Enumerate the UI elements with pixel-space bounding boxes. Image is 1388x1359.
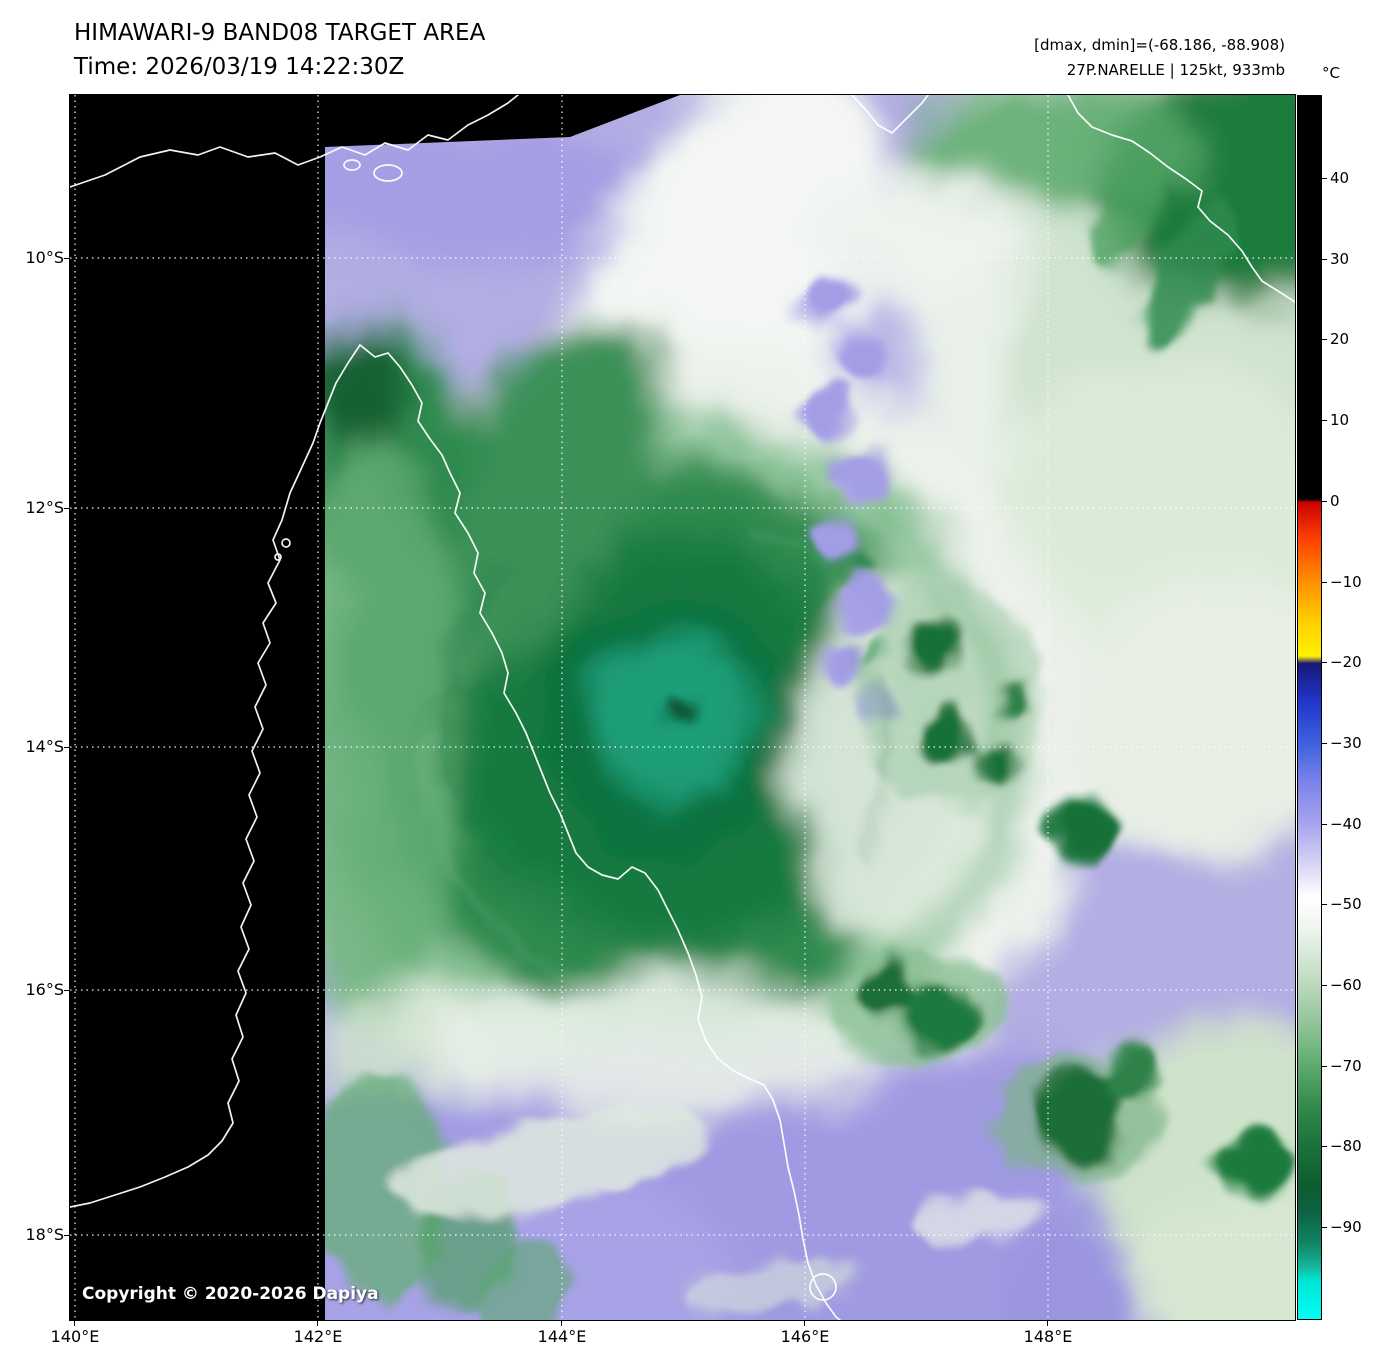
coastline-island [281,538,291,548]
figure-title: HIMAWARI-9 BAND08 TARGET AREA [74,20,486,46]
colorbar-tick [1322,743,1327,744]
colorbar-tick-label: −30 [1330,734,1362,752]
colorbar-tick-label: −60 [1330,976,1362,994]
copyright-label: Copyright © 2020-2026 Dapiya [82,1284,379,1304]
x-axis-label: 140°E [50,1327,100,1346]
y-axis-tick [64,508,70,509]
colorbar-tick-label: −90 [1330,1218,1362,1236]
colorbar-tick [1322,259,1327,260]
colorbar [1297,95,1322,1320]
colorbar-tick [1322,339,1327,340]
colorbar-tick-label: 40 [1330,169,1350,187]
y-axis-tick [64,990,70,991]
coastline-island [809,1273,837,1301]
y-axis-tick [64,747,70,748]
satellite-map-plot: Copyright © 2020-2026 Dapiya [69,94,1296,1321]
colorbar-tick-label: −20 [1330,653,1362,671]
x-axis-label: 148°E [1023,1327,1073,1346]
colorbar-tick-label: −50 [1330,895,1362,913]
x-axis-tick [561,1320,562,1326]
coastline-island [343,159,361,171]
colorbar-unit-label: °C [1322,64,1340,82]
x-axis-label: 144°E [537,1327,587,1346]
colorbar-tick [1322,582,1327,583]
dmax-dmin-readout: [dmax, dmin]=(-68.186, -88.908) [1034,36,1285,54]
y-axis-label: 16°S [25,980,64,999]
coastline-png-middle [851,95,929,134]
cloud-detail [325,154,1294,1320]
colorbar-tick [1322,1227,1327,1228]
colorbar-tick [1322,420,1327,421]
colorbar-tick-label: −10 [1330,573,1362,591]
colorbar-tick [1322,1066,1327,1067]
colorbar-tick [1322,824,1327,825]
coastline-png-east [1067,95,1295,303]
coastline-gulf-west [70,344,361,1208]
x-axis-tick [804,1320,805,1326]
cyclone-eye-dot [663,698,689,724]
y-axis-label: 14°S [25,737,64,756]
coastlines [70,95,1295,1320]
coastline-island [274,553,282,561]
colorbar-tick-label: 30 [1330,250,1350,268]
x-axis-tick [317,1320,318,1326]
colorbar-tick [1322,985,1327,986]
x-axis-tick [74,1320,75,1326]
colorbar-tick [1322,178,1327,179]
x-axis-label: 142°E [293,1327,343,1346]
colorbar-tick-label: 0 [1330,492,1340,510]
scan-edge-notch [325,95,680,147]
coastline-queensland-east [359,344,841,1320]
colorbar-tick [1322,501,1327,502]
figure-timestamp: Time: 2026/03/19 14:22:30Z [74,54,405,80]
colorbar-tick-label: 20 [1330,330,1350,348]
graticule-gridlines [70,95,1295,1320]
colorbar-tick [1322,904,1327,905]
coastline-png-south [70,95,519,188]
colorbar-tick-label: −80 [1330,1137,1362,1155]
satellite-imagery [70,95,1295,1320]
y-axis-tick [64,258,70,259]
colorbar-tick [1322,1146,1327,1147]
coastline-island [373,164,403,182]
storm-info: 27P.NARELLE | 125kt, 933mb [1066,61,1285,79]
y-axis-label: 18°S [25,1225,64,1244]
colorbar-tick-label: 10 [1330,411,1350,429]
data-swath [325,95,1295,1320]
x-axis-label: 146°E [780,1327,830,1346]
colorbar-tick [1322,662,1327,663]
colorbar-tick-label: −40 [1330,815,1362,833]
colorbar-tick-label: −70 [1330,1057,1362,1075]
y-axis-label: 12°S [25,498,64,517]
y-axis-tick [64,1235,70,1236]
x-axis-tick [1047,1320,1048,1326]
y-axis-label: 10°S [25,248,64,267]
